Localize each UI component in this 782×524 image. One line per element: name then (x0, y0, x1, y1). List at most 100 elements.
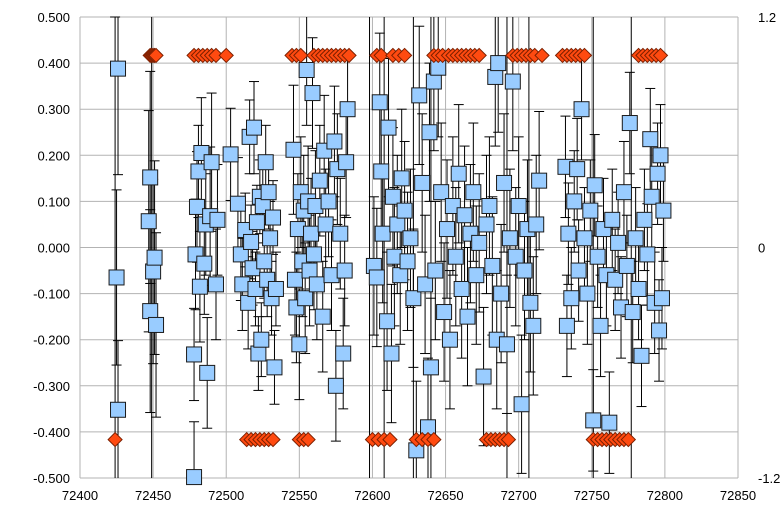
square-point (373, 163, 390, 180)
square-point (148, 316, 165, 333)
y-tick-label: -0.400 (33, 425, 70, 440)
x-tick-label: 72700 (501, 488, 537, 503)
square-point (484, 257, 501, 274)
square-point (422, 359, 439, 376)
diamond-point (208, 47, 224, 64)
square-point (253, 331, 270, 348)
square-point (140, 213, 157, 230)
x-tick-label: 72500 (208, 488, 244, 503)
square-point (471, 234, 488, 251)
square-point (579, 285, 596, 302)
diamond-point (382, 431, 398, 448)
y2-tick-label: 0 (758, 241, 765, 256)
square-point (639, 246, 656, 263)
square-point (592, 317, 609, 334)
square-point (308, 276, 325, 293)
square-point (510, 198, 527, 215)
square-point (335, 345, 352, 362)
square-point (207, 276, 224, 293)
x-tick-label: 72400 (62, 488, 98, 503)
square-point (392, 267, 409, 284)
square-point (516, 262, 533, 279)
square-point (621, 115, 638, 132)
diamond-point (300, 431, 316, 448)
square-point (475, 368, 492, 385)
square-point (573, 101, 590, 118)
square-point (303, 225, 320, 242)
square-point (601, 414, 618, 431)
square-point (383, 345, 400, 362)
square-point (110, 60, 127, 77)
square-point (374, 225, 391, 242)
square-point (338, 154, 355, 171)
square-point (301, 262, 318, 279)
square-point (624, 304, 641, 321)
square-point (285, 141, 302, 158)
square-point (576, 230, 593, 247)
square-point (525, 317, 542, 334)
square-point (320, 193, 337, 210)
diamond-point (471, 47, 487, 64)
square-series (108, 55, 672, 486)
square-point (560, 225, 577, 242)
square-point (427, 262, 444, 279)
square-point (531, 172, 548, 189)
diamond-point (500, 431, 517, 448)
y-tick-label: -0.200 (33, 333, 70, 348)
square-point (256, 253, 273, 270)
tick-labels: 72400 72450 72500 72550 72600 72650 72700 72750… (33, 10, 780, 503)
square-point (558, 317, 575, 334)
diamond-point (265, 431, 281, 448)
square-point (371, 94, 388, 111)
y-tick-label: 0.500 (37, 10, 70, 25)
square-point (618, 257, 635, 274)
square-point (636, 211, 653, 228)
square-point (402, 230, 419, 247)
square-point (380, 119, 397, 136)
square-point (326, 133, 343, 150)
square-point (405, 290, 422, 307)
square-point (450, 165, 467, 182)
y-tick-label: 0.200 (37, 148, 70, 163)
square-point (196, 255, 213, 272)
square-point (507, 248, 524, 265)
diamond-point (396, 47, 413, 64)
square-point (209, 211, 226, 228)
square-point (248, 214, 265, 231)
diamond-series (107, 47, 669, 448)
y-tick-label: 0.400 (37, 56, 70, 71)
square-point (436, 304, 453, 321)
grid (79, 16, 739, 479)
square-point (501, 230, 518, 247)
square-point (414, 174, 431, 191)
square-point (633, 347, 650, 364)
square-point (250, 345, 267, 362)
square-point (305, 246, 322, 263)
square-point (651, 322, 668, 339)
square-point (188, 198, 205, 215)
square-point (498, 336, 515, 353)
square-point (615, 184, 632, 201)
diamond-point (341, 47, 357, 64)
x-tick-label: 72800 (647, 488, 683, 503)
square-point (513, 396, 530, 413)
square-point (589, 248, 606, 265)
square-point (142, 169, 159, 186)
square-point (642, 131, 659, 148)
square-point (396, 202, 413, 219)
square-point (262, 230, 279, 247)
square-point (433, 184, 450, 201)
square-point (222, 146, 239, 163)
square-point (145, 263, 162, 280)
square-point (528, 216, 545, 233)
diamond-point (107, 431, 123, 448)
square-point (570, 262, 587, 279)
square-point (311, 172, 328, 189)
square-point (481, 198, 498, 215)
square-point (298, 62, 315, 79)
square-point (478, 216, 495, 233)
square-point (411, 87, 428, 104)
diamond-point (373, 47, 389, 64)
y2-tick-label: 1.2 (758, 10, 776, 25)
